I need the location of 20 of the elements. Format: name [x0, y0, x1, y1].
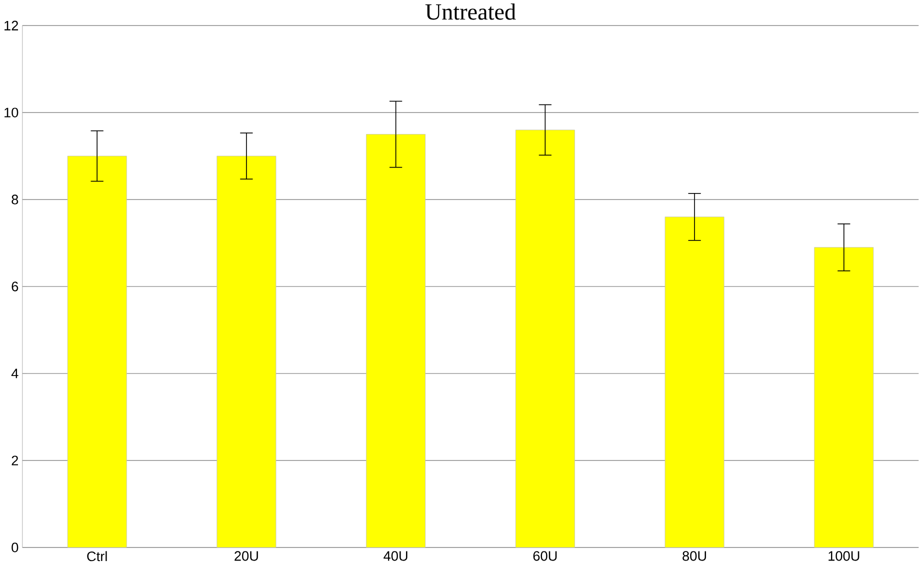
bar	[67, 156, 127, 548]
y-tick-label: 6	[12, 282, 18, 292]
bar	[814, 247, 874, 548]
y-tick-label: 10	[4, 108, 18, 118]
y-tick-label: 4	[11, 368, 18, 378]
x-tick-label: 80U	[682, 551, 706, 561]
bar	[515, 130, 575, 548]
bar	[366, 134, 426, 548]
x-tick-label: 60U	[533, 551, 557, 561]
x-tick-label: 40U	[384, 551, 408, 561]
y-tick-label: 8	[12, 194, 18, 205]
chart-title: Untreated	[425, 4, 516, 20]
y-tick-label: 0	[12, 542, 18, 552]
x-tick-label: Ctrl	[87, 551, 107, 562]
bar	[216, 156, 276, 548]
x-tick-label: 20U	[234, 551, 258, 561]
y-tick-label: 12	[4, 20, 18, 30]
bar	[664, 216, 724, 548]
y-tick-label: 2	[12, 456, 18, 466]
x-tick-label: 100U	[828, 551, 860, 561]
